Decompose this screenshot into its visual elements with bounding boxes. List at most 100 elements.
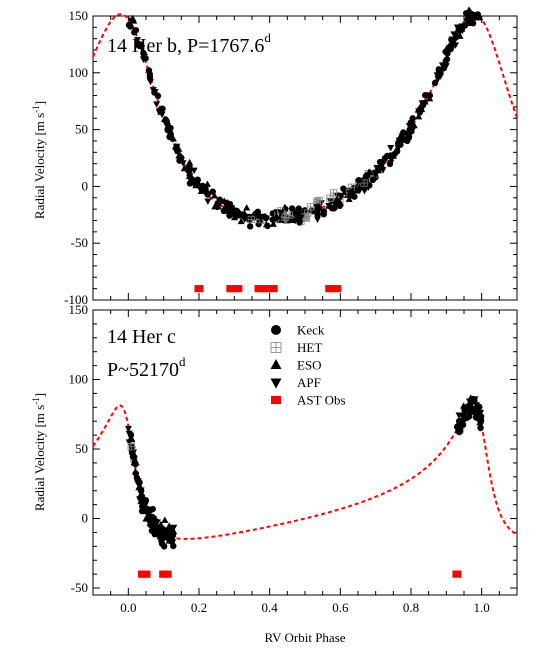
ast-obs-marker <box>162 570 172 578</box>
data-point <box>192 181 200 189</box>
ast-obs-marker <box>325 285 335 293</box>
data-point <box>476 14 484 21</box>
ast-obs-marker <box>226 285 236 293</box>
data-point <box>306 203 315 211</box>
ast-obs-marker <box>254 285 264 293</box>
data-point <box>154 92 162 100</box>
y-tick-label: 50 <box>75 122 88 137</box>
y-tick-label: 50 <box>75 441 88 456</box>
data-point <box>415 112 423 120</box>
data-point <box>369 176 377 184</box>
data-point <box>296 219 303 226</box>
data-point <box>465 398 473 405</box>
data-point <box>161 530 168 537</box>
data-point <box>419 101 427 109</box>
y-tick-label: 150 <box>69 302 89 317</box>
data-point <box>447 45 455 53</box>
legend-marker <box>271 396 281 404</box>
y-tick-label: 100 <box>69 372 89 387</box>
data-point <box>477 418 484 425</box>
data-point <box>387 160 395 167</box>
data-point <box>127 443 135 451</box>
legend-item: APF <box>270 375 321 390</box>
bottom-panel-subtitle: P~52170d <box>107 354 186 381</box>
data-point <box>315 196 323 205</box>
data-point <box>395 137 403 145</box>
data-point <box>133 474 141 482</box>
bottom-panel-data-points <box>124 394 485 550</box>
legend-item: HET <box>270 340 322 355</box>
top-panel-frame <box>92 15 518 301</box>
data-point <box>127 433 135 441</box>
data-point <box>131 459 139 466</box>
data-point <box>366 168 374 175</box>
top-panel-ast-obs <box>194 285 342 293</box>
x-tick-label: 0.6 <box>332 600 349 615</box>
data-point <box>254 208 262 216</box>
data-point <box>210 192 219 199</box>
data-point <box>455 28 462 35</box>
data-point <box>214 202 222 210</box>
data-point <box>468 403 476 411</box>
data-point <box>164 126 171 134</box>
data-point <box>426 95 434 102</box>
data-point <box>458 27 466 35</box>
data-point <box>455 417 463 425</box>
data-point <box>145 511 153 519</box>
data-point <box>247 215 255 224</box>
data-point <box>155 526 163 533</box>
legend: Keck HET ESO APF AST Obs <box>270 323 346 408</box>
data-point <box>295 205 302 212</box>
data-point <box>133 37 141 44</box>
data-point <box>337 192 345 200</box>
y-tick-label: -50 <box>71 580 88 595</box>
legend-marker <box>271 325 281 335</box>
legend-item: AST Obs <box>271 393 346 408</box>
data-point <box>435 66 442 73</box>
data-point <box>287 216 295 224</box>
data-point <box>222 205 229 212</box>
data-point <box>376 158 384 166</box>
legend-label: ESO <box>297 358 322 373</box>
data-point <box>347 190 355 197</box>
data-point <box>421 91 429 99</box>
data-point <box>237 217 245 225</box>
data-point <box>433 72 441 79</box>
data-point <box>360 188 369 195</box>
top-panel-title: 14 Her b, P=1767.6d <box>107 30 271 57</box>
data-point <box>329 189 338 197</box>
legend-marker <box>270 342 282 353</box>
data-point <box>149 520 156 527</box>
data-point <box>174 147 181 155</box>
data-point <box>443 56 451 63</box>
x-axis-title: RV Orbit Phase <box>264 630 345 645</box>
data-point <box>431 79 439 87</box>
top-panel-y-axis-title: Radial Velocity [m s-1] <box>31 101 47 219</box>
data-point <box>257 215 265 222</box>
data-point <box>450 31 458 38</box>
data-point <box>204 198 212 205</box>
data-point <box>477 424 484 432</box>
data-point <box>168 534 176 541</box>
data-point <box>314 211 321 218</box>
data-point <box>241 212 249 219</box>
data-point <box>127 17 135 25</box>
data-point <box>130 449 138 456</box>
data-point <box>440 64 448 72</box>
data-point <box>345 195 353 203</box>
data-point <box>352 187 360 194</box>
y-tick-label: -50 <box>71 235 88 250</box>
x-tick-label: 0.2 <box>191 600 207 615</box>
legend-label: APF <box>297 375 321 390</box>
data-point <box>465 413 473 420</box>
data-point <box>231 213 239 221</box>
data-point <box>360 179 368 187</box>
data-point <box>374 165 382 172</box>
data-point <box>186 158 194 166</box>
data-point <box>179 160 187 167</box>
y-tick-label: 0 <box>82 178 89 193</box>
data-point <box>173 144 181 151</box>
data-point <box>379 167 387 174</box>
data-point <box>135 483 143 491</box>
data-point <box>313 216 322 223</box>
